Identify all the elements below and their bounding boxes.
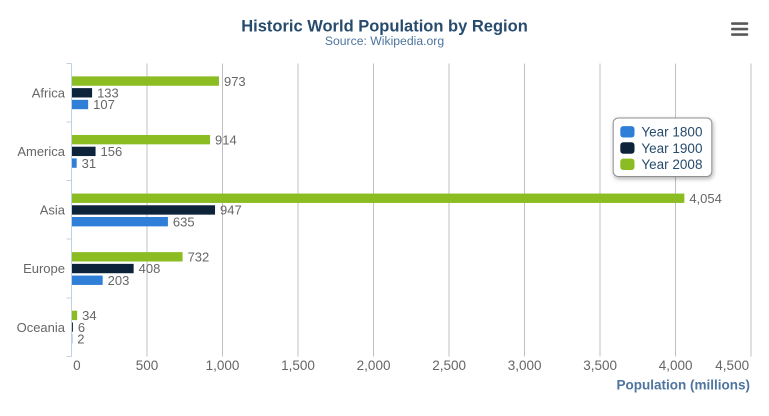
svg-text:31: 31	[82, 156, 96, 171]
svg-text:2,000: 2,000	[357, 358, 391, 373]
svg-text:947: 947	[220, 203, 242, 218]
svg-text:914: 914	[215, 132, 237, 147]
svg-text:America: America	[17, 144, 65, 159]
svg-text:3,500: 3,500	[583, 358, 617, 373]
svg-text:4,000: 4,000	[659, 358, 693, 373]
svg-text:133: 133	[97, 86, 119, 101]
svg-text:2: 2	[77, 332, 84, 347]
svg-text:Asia: Asia	[40, 203, 66, 218]
svg-text:2,500: 2,500	[432, 358, 466, 373]
svg-text:Source: Wikipedia.org: Source: Wikipedia.org	[325, 34, 444, 48]
svg-text:107: 107	[93, 97, 115, 112]
svg-text:500: 500	[136, 358, 159, 373]
svg-text:6: 6	[78, 320, 85, 335]
svg-text:Population (millions): Population (millions)	[617, 378, 751, 393]
svg-text:408: 408	[139, 261, 161, 276]
svg-text:Year 1900: Year 1900	[641, 141, 702, 156]
svg-text:156: 156	[101, 144, 123, 159]
svg-text:Year 1800: Year 1800	[641, 125, 702, 140]
svg-text:Africa: Africa	[32, 85, 66, 100]
svg-text:Historic World Population by R: Historic World Population by Region	[241, 17, 528, 35]
svg-text:Oceania: Oceania	[17, 320, 66, 335]
svg-text:203: 203	[108, 273, 130, 288]
svg-text:Europe: Europe	[23, 261, 65, 276]
svg-text:34: 34	[82, 308, 96, 323]
svg-text:Year 2008: Year 2008	[641, 157, 702, 172]
svg-text:973: 973	[224, 74, 246, 89]
svg-text:3,000: 3,000	[508, 358, 542, 373]
svg-text:635: 635	[173, 214, 195, 229]
svg-text:0: 0	[73, 358, 81, 373]
svg-text:4,500: 4,500	[715, 358, 749, 373]
svg-text:1,500: 1,500	[281, 358, 315, 373]
svg-text:4,054: 4,054	[689, 191, 722, 206]
svg-text:732: 732	[188, 250, 210, 265]
svg-text:1,000: 1,000	[206, 358, 240, 373]
